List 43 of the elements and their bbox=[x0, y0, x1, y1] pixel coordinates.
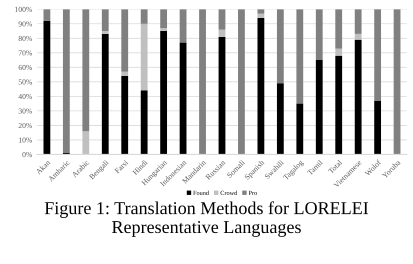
bar bbox=[257, 18, 264, 154]
bar bbox=[140, 90, 148, 154]
bar bbox=[394, 9, 400, 154]
bar bbox=[316, 9, 323, 60]
bar bbox=[102, 34, 109, 154]
bar bbox=[316, 60, 323, 154]
bar bbox=[43, 20, 50, 154]
bar bbox=[335, 9, 342, 48]
bar bbox=[374, 100, 382, 154]
bar bbox=[296, 9, 304, 104]
bar bbox=[43, 9, 50, 21]
bar bbox=[140, 24, 148, 91]
bar bbox=[335, 48, 342, 56]
bar bbox=[354, 9, 362, 34]
bar bbox=[257, 14, 264, 18]
bar bbox=[374, 9, 382, 101]
bar bbox=[180, 9, 186, 43]
bar bbox=[121, 72, 128, 76]
bar bbox=[82, 131, 90, 154]
bar bbox=[276, 9, 284, 84]
bar bbox=[218, 30, 226, 37]
bar bbox=[160, 9, 168, 28]
bar bbox=[160, 28, 168, 32]
bar bbox=[82, 9, 90, 132]
bar bbox=[102, 9, 109, 32]
bar bbox=[102, 31, 109, 34]
bar bbox=[121, 76, 128, 154]
caption: Figure 1: Translation Methods for LORELEI Representative Languages bbox=[44, 201, 368, 237]
bar bbox=[257, 9, 264, 14]
bar bbox=[140, 9, 148, 24]
bar bbox=[121, 9, 128, 72]
bar bbox=[354, 40, 362, 154]
bar bbox=[238, 9, 245, 154]
bar bbox=[199, 9, 206, 154]
bar bbox=[62, 9, 70, 153]
bar bbox=[160, 31, 168, 154]
bar bbox=[180, 42, 186, 154]
bar bbox=[354, 34, 362, 40]
bar bbox=[296, 104, 304, 154]
bar bbox=[335, 56, 342, 154]
bar bbox=[218, 36, 226, 154]
bar bbox=[218, 9, 226, 30]
bar bbox=[276, 83, 284, 154]
